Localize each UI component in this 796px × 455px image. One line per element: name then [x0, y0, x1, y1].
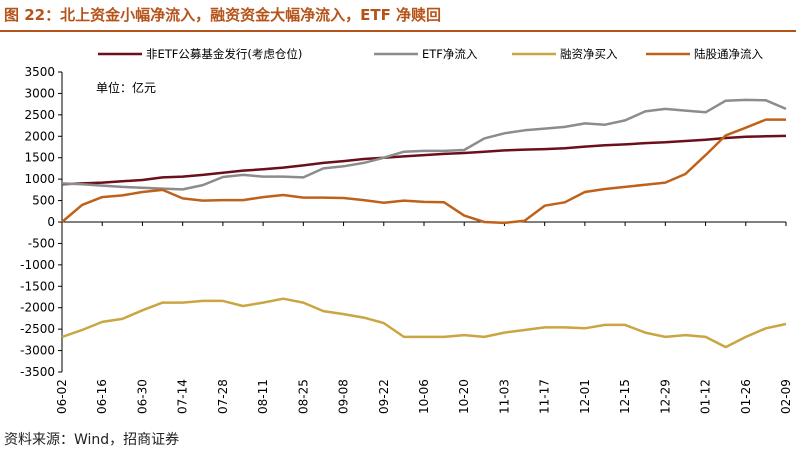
unit-label: 单位：亿元	[96, 80, 156, 95]
x-tick-label: 08-11	[256, 379, 270, 414]
x-tick-label: 11-03	[497, 379, 511, 414]
y-tick-label: -2500	[20, 322, 55, 336]
x-tick-label: 09-22	[377, 379, 391, 414]
x-tick-label: 01-26	[739, 379, 753, 414]
series-line-3	[61, 297, 787, 349]
figure-title: 图 22：北上资金小幅净流入，融资资金大幅净流入，ETF 净赎回	[4, 6, 442, 24]
series-line-4	[61, 118, 786, 225]
y-tick-label: 1000	[24, 172, 55, 186]
y-tick-label: -2000	[20, 301, 55, 315]
y-tick-label: 0	[47, 215, 55, 229]
y-tick-label: 3500	[24, 65, 55, 79]
x-tick-label: 07-14	[176, 379, 190, 414]
y-tick-label: 3000	[24, 86, 55, 100]
series-line-1	[61, 134, 787, 186]
legend-label-3: 融资净买入	[560, 47, 618, 61]
y-tick-label: 1500	[24, 151, 55, 165]
y-tick-label: -1000	[20, 258, 55, 272]
legend: 非ETF公募基金发行(考虑仓位) ETF净流入 融资净买入 陆股通净流入	[98, 47, 763, 61]
legend-label-1: 非ETF公募基金发行(考虑仓位)	[146, 47, 302, 61]
series-layer	[61, 98, 787, 349]
x-tick-label: 12-15	[618, 379, 632, 414]
x-tick-label: 06-02	[55, 379, 69, 414]
y-tick-label: -3500	[20, 365, 55, 379]
x-tick-label: 10-20	[457, 379, 471, 414]
y-tick-label: -3000	[20, 344, 55, 358]
x-axis: 06-02 06-16 06-30 07-14 07-28 08-11 08-25 09-08…	[55, 221, 793, 414]
x-tick-label: 10-06	[417, 379, 431, 414]
x-tick-label: 09-08	[337, 379, 351, 414]
y-axis: -3500 -3000 -2500 -2000 -1500 -1000 -500 0 500 10…	[20, 65, 63, 379]
y-tick-label: 500	[32, 194, 55, 208]
x-tick-label: 07-28	[216, 379, 230, 414]
series-line-2	[61, 98, 787, 191]
x-tick-label: 12-29	[658, 379, 672, 414]
y-tick-label: -500	[28, 236, 55, 250]
x-tick-label: 06-30	[135, 379, 149, 414]
title-rule	[0, 30, 796, 32]
y-tick-label: 2500	[24, 108, 55, 122]
x-tick-label: 06-16	[95, 379, 109, 414]
x-tick-label: 11-17	[538, 379, 552, 414]
legend-label-4: 陆股通净流入	[694, 47, 763, 61]
x-tick-label: 12-01	[578, 379, 592, 414]
y-tick-label: 2000	[24, 129, 55, 143]
legend-label-2: ETF净流入	[422, 47, 478, 61]
y-tick-label: -1500	[20, 279, 55, 293]
x-tick-label: 08-25	[296, 379, 310, 414]
x-tick-label: 02-09	[779, 379, 793, 414]
x-tick-label: 01-12	[699, 379, 713, 414]
source-note: 资料来源：Wind，招商证券	[4, 432, 180, 448]
